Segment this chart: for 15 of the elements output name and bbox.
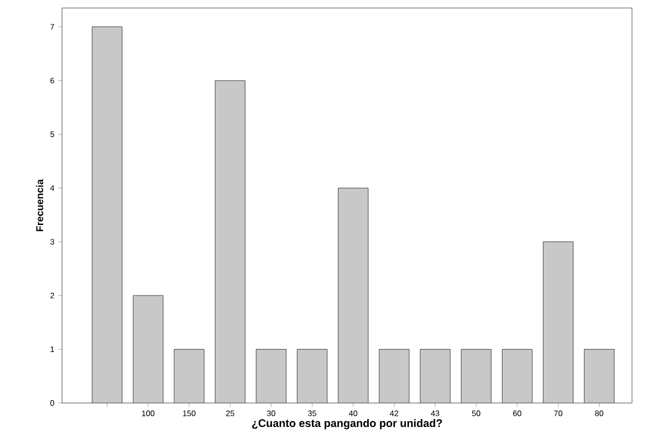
bar <box>92 26 122 403</box>
x-axis-title: ¿Cuanto esta pangando por unidad? <box>252 419 442 430</box>
y-axis-title: Frecuencia <box>36 179 44 232</box>
bar <box>215 80 246 403</box>
bar <box>543 242 574 403</box>
bar <box>420 349 450 403</box>
bar <box>297 349 328 403</box>
bar <box>133 296 164 403</box>
bar <box>174 349 204 403</box>
bar <box>584 349 614 403</box>
bar <box>256 349 286 403</box>
bar <box>461 349 492 403</box>
bar <box>379 349 410 403</box>
bar <box>338 188 368 403</box>
bar <box>502 349 532 403</box>
